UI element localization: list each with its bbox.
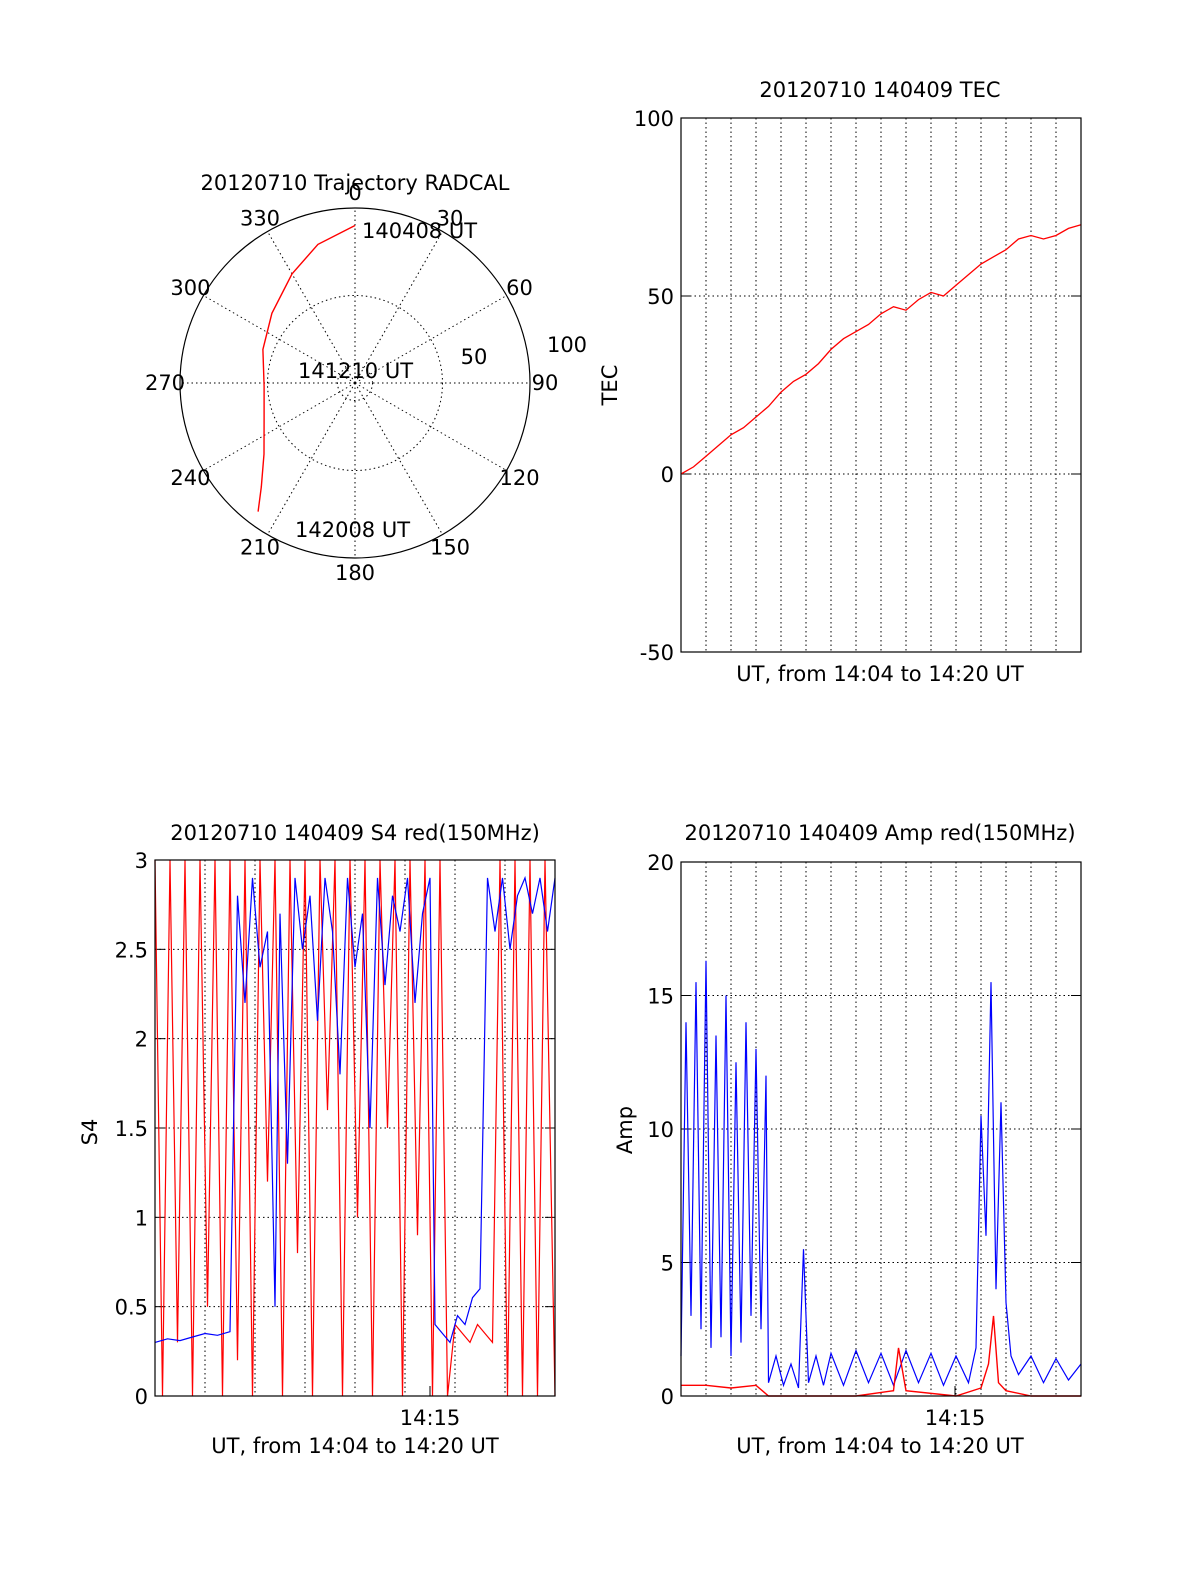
polar-azimuth-label: 150 xyxy=(430,536,470,560)
amp-x-tick-label: 14:15 xyxy=(925,1406,986,1430)
polar-chart: 20120710 Trajectory RADCAL 0 30 60 90 120 150… xyxy=(145,171,587,585)
amp-y-tick-label: 0 xyxy=(661,1385,674,1409)
s4-y-ticks: 0 0.5 1 1.5 2 2.5 3 xyxy=(115,849,555,1409)
s4-red-series-line xyxy=(154,859,556,1397)
amp-y-axis-label: Amp xyxy=(613,1106,637,1154)
polar-azimuth-label: 60 xyxy=(506,276,533,300)
tec-series-line xyxy=(680,224,1082,475)
tec-x-axis-label: UT, from 14:04 to 14:20 UT xyxy=(736,662,1024,686)
tec-chart: 20120710 140409 TEC -50 0 50 100 UT, from 1… xyxy=(598,78,1082,686)
polar-azimuth-label: 330 xyxy=(240,206,280,230)
polar-azimuth-label: 0 xyxy=(348,181,361,205)
tec-title: 20120710 140409 TEC xyxy=(759,78,1000,102)
s4-grid xyxy=(155,860,555,1396)
amp-y-tick-label: 5 xyxy=(661,1252,674,1276)
polar-azimuth-label: 210 xyxy=(240,536,280,560)
polar-ring-inner xyxy=(337,365,373,401)
polar-end-annotation: 142008 UT xyxy=(295,518,410,542)
tec-y-ticks: -50 0 50 100 xyxy=(634,107,1081,665)
tec-y-tick-label: -50 xyxy=(640,641,674,665)
s4-y-tick-label: 0.5 xyxy=(115,1296,148,1320)
tec-y-tick-label: 50 xyxy=(647,285,674,309)
amp-blue-series-line xyxy=(680,960,1082,1389)
s4-x-axis-label: UT, from 14:04 to 14:20 UT xyxy=(211,1434,499,1458)
s4-title: 20120710 140409 S4 red(150MHz) xyxy=(170,821,540,845)
s4-y-tick-label: 0 xyxy=(135,1385,148,1409)
polar-radius-label-100: 100 xyxy=(547,333,587,357)
polar-azimuth-label: 240 xyxy=(170,466,210,490)
amp-y-tick-label: 20 xyxy=(647,851,674,875)
tec-plot-frame xyxy=(680,117,1082,653)
polar-azimuth-label: 90 xyxy=(532,371,559,395)
amp-y-ticks: 0 5 10 15 20 xyxy=(647,851,1081,1409)
tec-y-tick-label: 0 xyxy=(661,463,674,487)
polar-azimuth-label: 300 xyxy=(170,276,210,300)
polar-outer-ring xyxy=(179,207,531,559)
polar-mid-annotation: 141210 UT xyxy=(298,359,413,383)
polar-azimuth-label: 270 xyxy=(145,371,185,395)
polar-start-annotation: 140408 UT xyxy=(362,219,477,243)
tec-y-tick-label: 100 xyxy=(634,107,674,131)
s4-chart: 20120710 140409 S4 red(150MHz) 0 0.5 1 1.5 2… xyxy=(78,821,556,1458)
polar-trajectory-line xyxy=(257,224,356,512)
polar-grid xyxy=(180,208,530,558)
s4-y-axis-label: S4 xyxy=(78,1119,102,1146)
s4-y-tick-label: 1.5 xyxy=(115,1117,148,1141)
amp-plot-frame xyxy=(680,861,1082,1397)
amp-chart: 20120710 140409 Amp red(150MHz) 0 5 10 15 20… xyxy=(613,821,1082,1458)
polar-ring-50 xyxy=(267,295,443,471)
amp-grid xyxy=(681,862,1081,1396)
polar-title: 20120710 Trajectory RADCAL xyxy=(201,171,510,195)
polar-azimuth-label: 30 xyxy=(437,206,464,230)
s4-x-tick-label: 14:15 xyxy=(400,1406,461,1430)
tec-y-axis-label: TEC xyxy=(598,365,622,407)
s4-y-tick-label: 2 xyxy=(135,1028,148,1052)
s4-y-tick-label: 3 xyxy=(135,849,148,873)
polar-spoke-240 xyxy=(203,382,356,471)
amp-title: 20120710 140409 Amp red(150MHz) xyxy=(684,821,1075,845)
polar-azimuth-label: 180 xyxy=(335,561,375,585)
polar-spoke-210 xyxy=(267,382,356,535)
amp-x-axis-label: UT, from 14:04 to 14:20 UT xyxy=(736,1434,1024,1458)
s4-y-tick-label: 2.5 xyxy=(115,938,148,962)
polar-radius-label-50: 50 xyxy=(461,345,488,369)
amp-y-tick-label: 10 xyxy=(647,1118,674,1142)
polar-azimuth-label: 120 xyxy=(499,466,539,490)
amp-y-tick-label: 15 xyxy=(647,985,674,1009)
amp-red-series-line xyxy=(681,1315,1081,1397)
s4-blue-series-line xyxy=(154,875,556,1344)
polar-azimuth-labels: 0 30 60 90 120 150 180 210 240 270 300 330 xyxy=(145,181,558,585)
s4-plot-frame xyxy=(154,859,556,1397)
s4-y-tick-label: 1 xyxy=(135,1206,148,1230)
tec-grid xyxy=(681,118,1081,652)
